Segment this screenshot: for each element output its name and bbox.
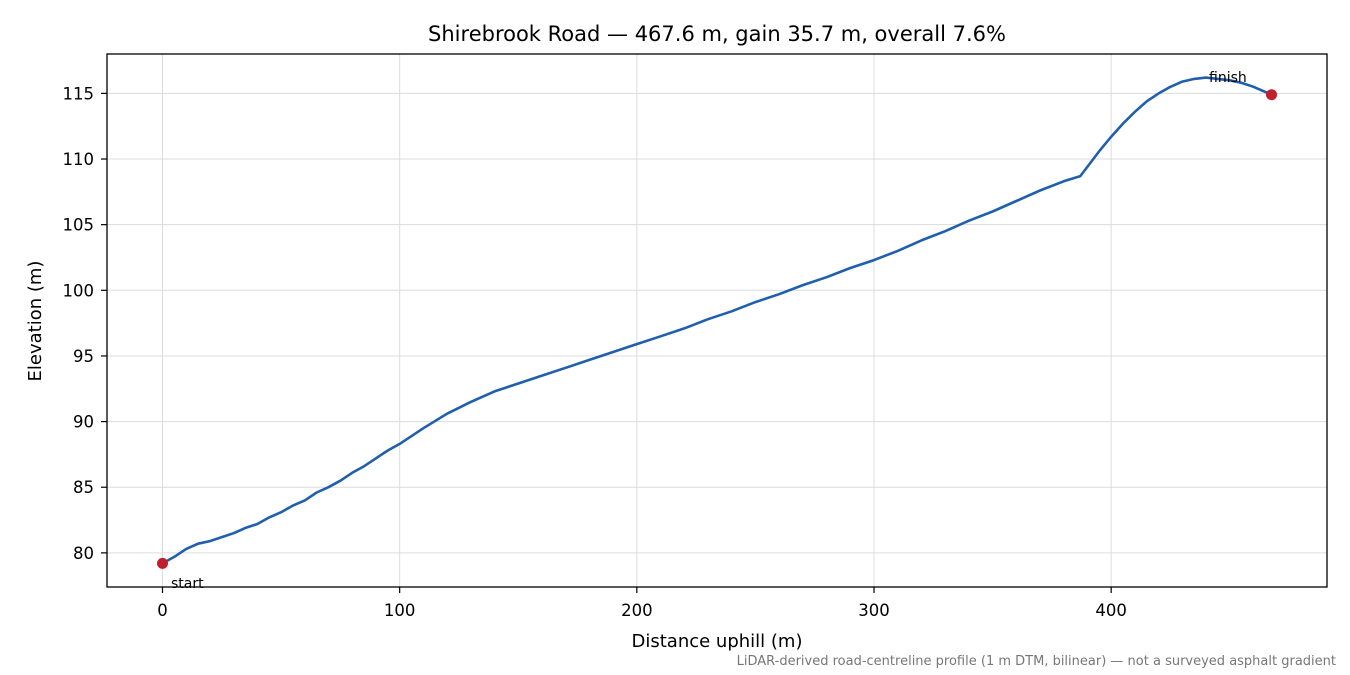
y-tick-label: 115 [63, 84, 95, 103]
y-tick-label: 110 [63, 150, 95, 169]
x-tick-label: 200 [621, 601, 653, 620]
y-tick-label: 105 [63, 216, 95, 235]
x-tick-label: 300 [858, 601, 890, 620]
y-tick-label: 100 [63, 281, 95, 300]
y-axis-ticks: 80 85 90 95 100 105 110 115 [63, 84, 107, 563]
chart-title: Shirebrook Road — 467.6 m, gain 35.7 m, … [428, 22, 1006, 46]
y-tick-label: 95 [73, 347, 94, 366]
x-tick-label: 100 [384, 601, 416, 620]
start-marker [156, 557, 168, 569]
y-tick-label: 80 [73, 544, 94, 563]
y-tick-label: 85 [73, 478, 94, 497]
x-axis-ticks: 0 100 200 300 400 [157, 587, 1127, 620]
finish-annotation: finish [1209, 70, 1247, 86]
elevation-profile-line [161, 76, 1273, 565]
plot-frame [106, 53, 1328, 588]
y-axis-label: Elevation (m) [25, 261, 46, 382]
x-tick-label: 0 [157, 601, 168, 620]
start-annotation: start [171, 576, 204, 592]
grid-lines [107, 54, 1327, 587]
endpoint-markers [156, 89, 1278, 569]
y-tick-label: 90 [73, 413, 94, 432]
x-tick-label: 400 [1095, 601, 1127, 620]
x-axis-label: Distance uphill (m) [632, 631, 803, 652]
finish-marker [1266, 89, 1278, 101]
footnote: LiDAR-derived road-centreline profile (1… [737, 654, 1336, 669]
